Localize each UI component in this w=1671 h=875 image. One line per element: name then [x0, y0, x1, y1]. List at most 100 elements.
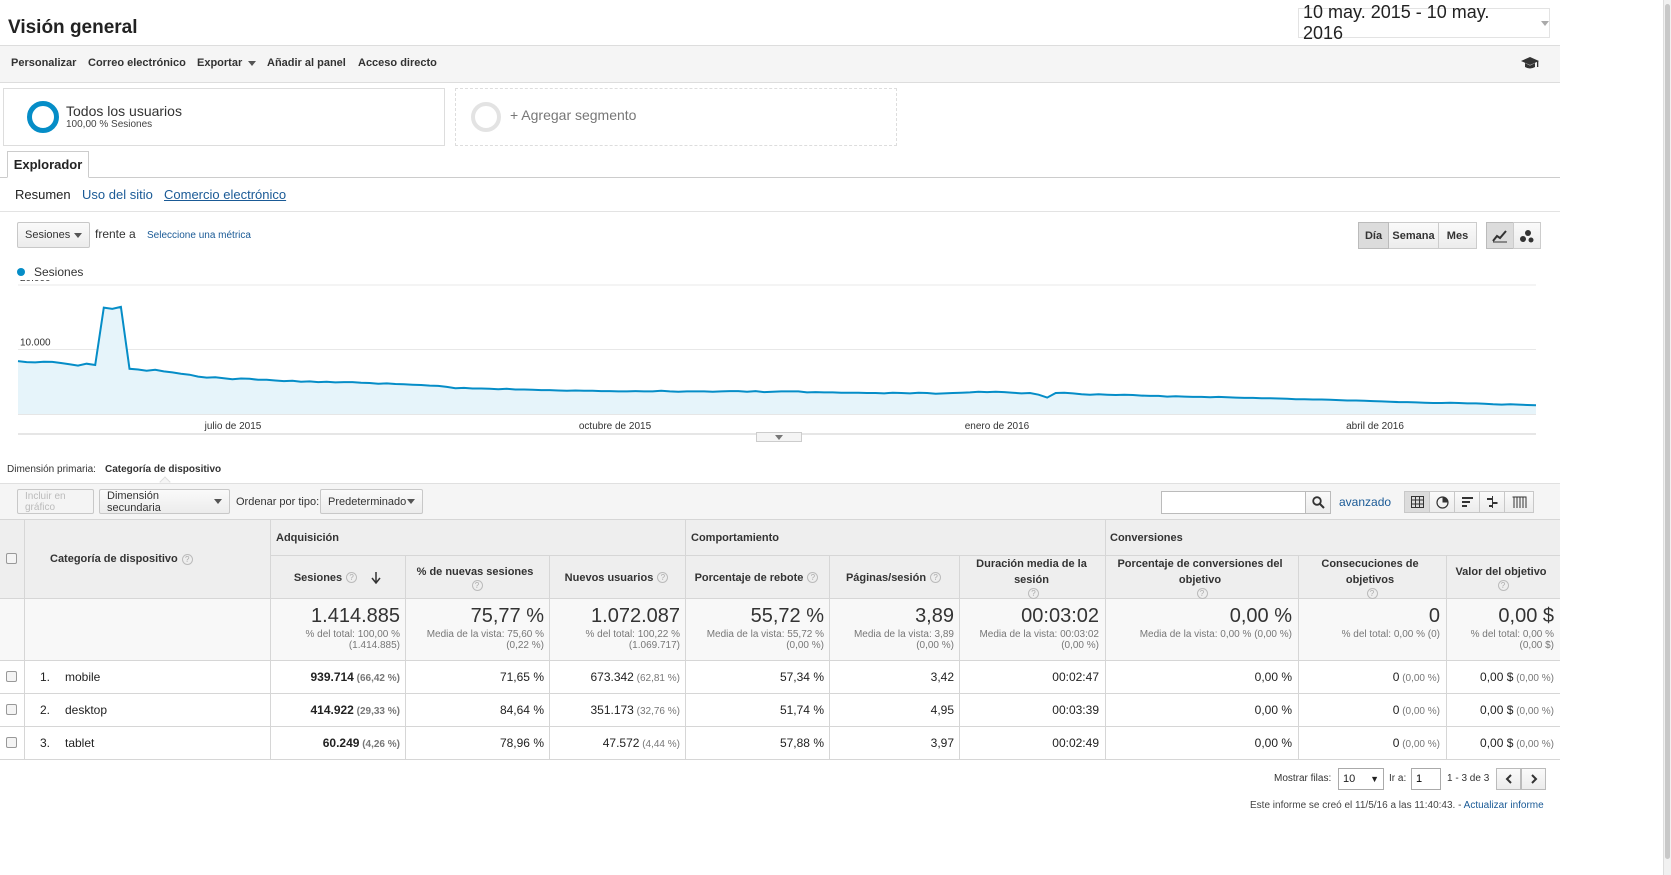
cell-percentage: (0,00 %) — [1513, 673, 1554, 684]
cell-value: 57,34 % — [779, 670, 824, 684]
segment-all-users[interactable]: Todos los usuarios 100,00 % Sesiones — [3, 88, 445, 146]
device-category-link[interactable]: desktop — [65, 703, 108, 717]
granularity-week-label: Semana — [1392, 229, 1435, 242]
table-header-bg — [0, 519, 1560, 599]
comparison-icon — [1486, 496, 1497, 508]
total-subtext: % del total: 0,00 % — [1470, 629, 1554, 640]
tab-explorer[interactable]: Explorador — [7, 151, 89, 178]
column-header-goal-conversion-rate[interactable]: Porcentaje de conversiones del objetivo? — [1110, 556, 1290, 599]
cell-percentage: (4,26 %) — [359, 739, 400, 750]
secondary-dimension-select[interactable]: Dimensión secundaria — [99, 489, 230, 514]
table-hline — [0, 598, 1560, 599]
row-checkbox[interactable] — [6, 737, 17, 748]
select-metric-link[interactable]: Seleccione una métrica — [147, 230, 251, 241]
subtab-ecommerce[interactable]: Comercio electrónico — [164, 187, 287, 202]
customize-button[interactable]: Personalizar — [11, 57, 77, 69]
cell-value: 71,65 % — [499, 670, 544, 684]
sort-type-label: Ordenar por tipo: — [236, 496, 320, 508]
help-icon: ? — [930, 572, 942, 583]
table-cell: 84,64 % — [405, 703, 544, 717]
email-button[interactable]: Correo electrónico — [88, 57, 186, 69]
column-header-pages-session[interactable]: Páginas/sesión? — [829, 556, 958, 599]
column-header-avg-duration[interactable]: Duración media de la sesión? — [964, 556, 1099, 599]
granularity-week-button[interactable]: Semana — [1389, 222, 1439, 249]
table-search-input[interactable] — [1161, 491, 1306, 514]
cell-value: 78,96 % — [499, 736, 544, 750]
chart-collapse-handle[interactable] — [756, 432, 802, 442]
scrollbar-thumb[interactable] — [1665, 4, 1670, 859]
shortcut-button[interactable]: Acceso directo — [358, 57, 437, 69]
total-value: 3,89 — [915, 605, 954, 627]
chevron-down-icon — [407, 499, 415, 504]
cell-value: 0 — [1392, 670, 1400, 684]
column-header-goal-value[interactable]: Valor del objetivo? — [1446, 556, 1556, 599]
table-hline — [0, 660, 1560, 661]
chevron-left-icon — [1505, 774, 1512, 784]
next-page-button[interactable] — [1521, 768, 1546, 790]
x-tick-label: abril de 2016 — [1346, 421, 1404, 432]
view-pivot-button[interactable] — [1504, 491, 1534, 513]
goto-page-input[interactable] — [1411, 768, 1441, 790]
motion-chart-view-button[interactable] — [1513, 222, 1541, 249]
sort-type-value: Predeterminado — [328, 495, 407, 508]
graduation-cap-icon[interactable] — [1520, 55, 1540, 71]
view-comparison-button[interactable] — [1479, 491, 1505, 513]
device-category-link[interactable]: mobile — [65, 670, 101, 684]
subtab-summary[interactable]: Resumen — [15, 187, 71, 202]
column-header-new-sessions[interactable]: % de nuevas sesiones? — [410, 556, 540, 599]
pivot-icon — [1512, 496, 1526, 508]
select-all-checkbox[interactable] — [6, 553, 17, 564]
subtab-site-usage[interactable]: Uso del sitio — [82, 187, 153, 202]
table-cell: 351.173 (32,76 %) — [549, 703, 680, 717]
column-header-sessions[interactable]: Sesiones? — [270, 556, 405, 599]
table-vline — [685, 519, 686, 759]
granularity-day-button[interactable]: Día — [1358, 222, 1389, 249]
cell-value: 84,64 % — [499, 703, 544, 717]
line-chart-view-button[interactable] — [1486, 222, 1514, 249]
help-icon: ? — [346, 572, 358, 583]
row-checkbox[interactable] — [6, 704, 17, 715]
advanced-filter-link[interactable]: avanzado — [1339, 495, 1392, 509]
export-button[interactable]: Exportar — [197, 57, 257, 69]
column-header-bounce-rate[interactable]: Porcentaje de rebote? — [685, 556, 828, 599]
column-header-goal-completions[interactable]: Consecuciones de objetivos? — [1305, 556, 1435, 599]
table-cell: 0 (0,00 %) — [1298, 703, 1440, 717]
view-table-button[interactable] — [1404, 491, 1430, 513]
dimension-header-label: Categoría de dispositivo — [50, 553, 178, 565]
include-in-chart-button[interactable]: Incluir en gráfico — [17, 489, 94, 514]
sort-type-select[interactable]: Predeterminado — [320, 489, 423, 514]
help-icon: ? — [1497, 580, 1509, 591]
device-category-link[interactable]: tablet — [65, 736, 95, 750]
table-vline — [1105, 519, 1106, 759]
add-segment-button[interactable]: + Agregar segmento — [455, 88, 897, 146]
metric-select[interactable]: Sesiones — [17, 222, 90, 248]
table-hline — [0, 693, 1560, 694]
total-subtext: % del total: 0,00 % (0) — [1341, 629, 1440, 640]
rows-per-page-select[interactable]: 10 ▼ — [1338, 768, 1384, 790]
cell-value: 0,00 % — [1254, 703, 1292, 717]
date-range-picker[interactable]: 10 may. 2015 - 10 may. 2016 — [1298, 2, 1550, 43]
table-cell: 0 (0,00 %) — [1298, 736, 1440, 750]
total-subtext-secondary: (0,00 %) — [916, 640, 954, 651]
table-cell: 00:03:39 — [959, 703, 1099, 717]
dimension-column-header[interactable]: Categoría de dispositivo? — [50, 553, 193, 565]
rows-per-page-value: 10 — [1343, 773, 1356, 785]
page-scrollbar[interactable] — [1663, 0, 1671, 875]
total-value: 75,77 % — [470, 605, 544, 627]
export-label: Exportar — [197, 57, 243, 69]
view-performance-button[interactable] — [1454, 491, 1480, 513]
refresh-report-link[interactable]: Actualizar informe — [1463, 800, 1544, 811]
column-header-new-sessions-label: % de nuevas sesiones — [416, 566, 534, 578]
add-to-dashboard-button[interactable]: Añadir al panel — [267, 57, 346, 69]
cell-value: 0,00 % — [1254, 670, 1292, 684]
table-cell: 00:02:47 — [959, 670, 1099, 684]
table-search-button[interactable] — [1305, 491, 1331, 514]
previous-page-button[interactable] — [1496, 768, 1521, 790]
column-header-new-users[interactable]: Nuevos usuarios? — [549, 556, 684, 599]
table-vline — [405, 555, 406, 759]
granularity-month-button[interactable]: Mes — [1439, 222, 1477, 249]
column-header-goal-value-label: Valor del objetivo — [1455, 566, 1547, 578]
row-checkbox[interactable] — [6, 671, 17, 682]
page-title: Visión general — [8, 17, 138, 38]
view-pie-button[interactable] — [1429, 491, 1455, 513]
